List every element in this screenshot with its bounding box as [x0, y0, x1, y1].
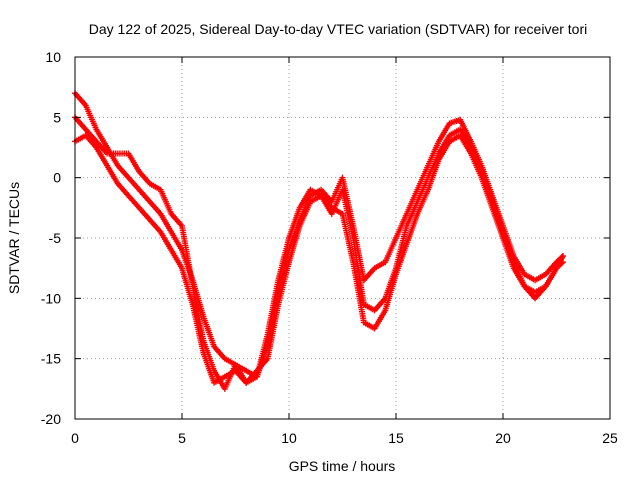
x-tick-label: 15 [388, 430, 404, 446]
x-tick-label: 10 [281, 430, 297, 446]
y-tick-label: 10 [45, 49, 61, 65]
series-track-b [72, 114, 566, 392]
series-track-c [72, 132, 566, 386]
y-tick-label: -15 [41, 351, 61, 367]
chart-title: Day 122 of 2025, Sidereal Day-to-day VTE… [89, 21, 588, 37]
y-tick-label: -20 [41, 411, 61, 427]
series-track-a [72, 90, 566, 380]
x-axis-label: GPS time / hours [289, 458, 396, 474]
y-tick-label: 0 [53, 170, 61, 186]
grid-lines [75, 57, 610, 419]
data-point [559, 253, 566, 260]
y-tick-label: -10 [41, 290, 61, 306]
x-tick-label: 0 [71, 430, 79, 446]
x-tick-label: 25 [602, 430, 618, 446]
y-tick-label: 5 [53, 109, 61, 125]
y-axis-label: SDTVAR / TECUs [6, 182, 22, 294]
data-marks [72, 90, 566, 392]
axis-ticks: 0 5 10 15 20 25 10 5 0 -5 -10 -15 -20 [41, 49, 618, 446]
x-tick-label: 5 [178, 430, 186, 446]
x-tick-label: 20 [495, 430, 511, 446]
y-tick-label: -5 [49, 230, 62, 246]
